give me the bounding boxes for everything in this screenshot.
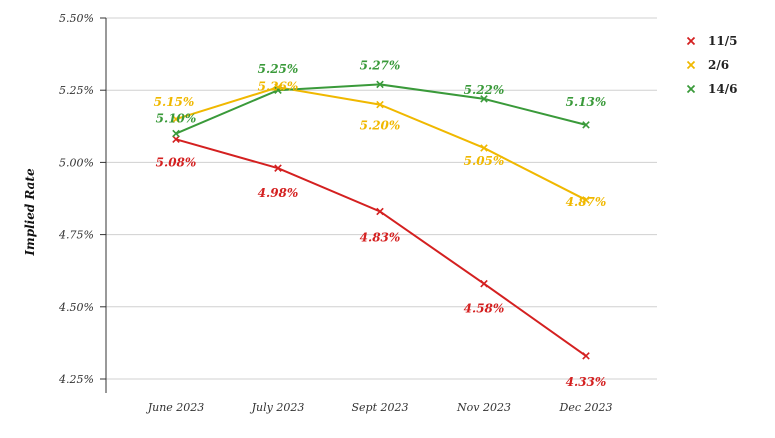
data-point <box>172 135 180 144</box>
grid-lines <box>106 17 657 380</box>
legend-label: 2/6 <box>708 58 729 72</box>
data-labels: 5.08% 4.98% 4.83% 4.58% 4.33% 5.15% 5.26% 5.20%… <box>154 58 607 388</box>
data-point <box>376 80 384 89</box>
data-point <box>274 86 282 94</box>
data-label: 4.98% <box>258 186 299 200</box>
data-point <box>376 207 384 216</box>
y-axis-title: Implied Rate <box>23 168 37 257</box>
y-axis-ticks: 4.25% 4.50% 4.75% 5.00% 5.25% 5.50% <box>58 12 106 386</box>
data-label: 4.58% <box>464 302 505 316</box>
x-tick-label: Nov 2023 <box>456 401 511 414</box>
data-label: 5.27% <box>360 58 401 72</box>
data-point <box>172 115 180 123</box>
data-label: 4.33% <box>566 375 607 389</box>
x-axis-ticks: June 2023 July 2023 Sept 2023 Nov 2023 Dec 2… <box>146 401 613 414</box>
data-point <box>376 100 384 109</box>
y-tick-label: 5.00% <box>59 156 94 169</box>
x-tick-label: July 2023 <box>250 401 305 414</box>
data-label: 5.05% <box>464 154 505 168</box>
data-label: 5.25% <box>258 62 299 76</box>
legend-label: 11/5 <box>708 34 737 48</box>
series-lines <box>172 80 590 360</box>
legend-item: 2/6 <box>686 58 729 72</box>
data-label: 5.10% <box>156 112 197 126</box>
data-label: 4.83% <box>360 230 401 244</box>
data-point <box>274 164 282 172</box>
data-point <box>480 144 488 152</box>
data-point <box>582 352 590 360</box>
data-label: 5.26% <box>258 79 299 93</box>
x-tick-label: June 2023 <box>146 401 205 414</box>
y-tick-label: 4.25% <box>58 373 94 386</box>
legend-item: 11/5 <box>686 34 737 48</box>
data-label: 5.13% <box>566 95 607 109</box>
data-label: 5.20% <box>360 119 401 133</box>
y-tick-label: 5.25% <box>59 84 94 97</box>
data-point <box>480 95 488 103</box>
data-label: 5.22% <box>464 83 505 97</box>
data-point <box>582 196 590 204</box>
series-line-11-5 <box>175 138 587 357</box>
y-tick-label: 4.75% <box>58 229 94 242</box>
data-point <box>172 129 180 138</box>
data-point <box>582 121 590 129</box>
data-label: 4.87% <box>566 195 607 209</box>
legend-item: 14/6 <box>686 82 737 96</box>
data-point <box>480 279 488 288</box>
x-tick-label: Dec 2023 <box>559 401 613 414</box>
y-tick-label: 5.50% <box>59 12 94 25</box>
legend-label: 14/6 <box>708 82 737 96</box>
legend: 11/5 2/6 14/6 <box>686 34 737 96</box>
data-label: 5.08% <box>156 155 197 169</box>
data-label: 5.15% <box>154 95 195 109</box>
y-tick-label: 4.50% <box>58 301 94 314</box>
x-tick-label: Sept 2023 <box>352 401 409 414</box>
